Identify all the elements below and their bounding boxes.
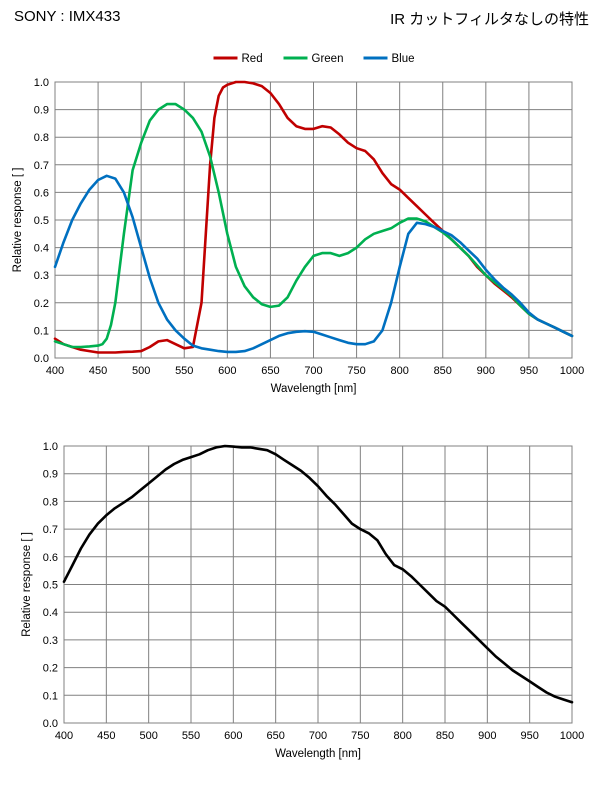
- x-tick-label: 700: [304, 365, 322, 377]
- y-tick-label: 0.3: [43, 635, 58, 647]
- x-tick-label: 600: [224, 730, 242, 742]
- x-tick-label: 900: [478, 730, 496, 742]
- x-tick-label: 1000: [560, 730, 584, 742]
- x-tick-label: 600: [218, 365, 236, 377]
- mono-response-chart: 400 450 500 550 600 650 700 750 800 850 900 950 1000…: [21, 441, 584, 760]
- x-tick-label: 900: [477, 365, 495, 377]
- x-tick-label: 800: [393, 730, 411, 742]
- x-tick-label: 850: [434, 365, 452, 377]
- series-line-blue: [53, 174, 574, 354]
- x-tick-label: 650: [266, 730, 284, 742]
- x-tick-label: 750: [347, 365, 365, 377]
- x-tick-label: 400: [46, 365, 64, 377]
- y-tick-label: 0.1: [34, 325, 49, 337]
- y-tick-label: 0.8: [43, 496, 58, 508]
- y-tick-label: 0.0: [34, 353, 49, 365]
- y-tick-label: 1.0: [43, 441, 58, 453]
- legend-label-green: Green: [312, 53, 344, 65]
- x-tick-label: 950: [520, 730, 538, 742]
- y-axis-title: Relative response [ ]: [21, 532, 33, 637]
- y-tick-label: 0.9: [43, 469, 58, 481]
- y-tick-label: 0.7: [43, 524, 58, 536]
- x-tick-label: 650: [261, 365, 279, 377]
- y-tick-label: 0.4: [43, 607, 58, 619]
- legend-label-blue: Blue: [392, 53, 415, 65]
- y-tick-label: 0.8: [34, 132, 49, 144]
- rgb-response-chart: 400 450 500 550 600 650 700 750 800 850 900 950 1000…: [12, 53, 584, 395]
- y-tick-label: 0.0: [43, 718, 58, 730]
- x-axis-title: Wavelength [nm]: [275, 748, 361, 760]
- y-tick-label: 0.4: [34, 243, 49, 255]
- y-tick-label: 0.2: [34, 298, 49, 310]
- y-tick-label: 0.5: [34, 215, 49, 227]
- characteristics-title: IR カットフィルタなしの特性: [390, 11, 589, 28]
- x-tick-label: 800: [390, 365, 408, 377]
- x-tick-label: 500: [132, 365, 150, 377]
- sensor-model-title: SONY : IMX433: [14, 8, 121, 25]
- y-axis-title: Relative response [ ]: [12, 168, 24, 273]
- y-tick-label: 1.0: [34, 77, 49, 89]
- series-line-green: [53, 102, 574, 349]
- legend-label-red: Red: [242, 53, 263, 65]
- x-tick-label: 550: [175, 365, 193, 377]
- x-tick-label: 450: [89, 365, 107, 377]
- x-tick-label: 950: [520, 365, 538, 377]
- x-tick-label: 400: [55, 730, 73, 742]
- x-tick-label: 550: [182, 730, 200, 742]
- x-tick-label: 750: [351, 730, 369, 742]
- y-tick-label: 0.3: [34, 270, 49, 282]
- y-tick-label: 0.6: [43, 552, 58, 564]
- y-tick-label: 0.9: [34, 105, 49, 117]
- x-tick-label: 500: [139, 730, 157, 742]
- x-tick-label: 450: [97, 730, 115, 742]
- x-axis-title: Wavelength [nm]: [271, 383, 357, 395]
- x-tick-label: 850: [436, 730, 454, 742]
- x-tick-label: 700: [309, 730, 327, 742]
- x-tick-label: 1000: [560, 365, 584, 377]
- series-line: [62, 444, 574, 704]
- y-tick-label: 0.2: [43, 663, 58, 675]
- y-tick-label: 0.7: [34, 160, 49, 172]
- y-tick-label: 0.1: [43, 690, 58, 702]
- y-tick-label: 0.5: [43, 580, 58, 592]
- y-tick-label: 0.6: [34, 187, 49, 199]
